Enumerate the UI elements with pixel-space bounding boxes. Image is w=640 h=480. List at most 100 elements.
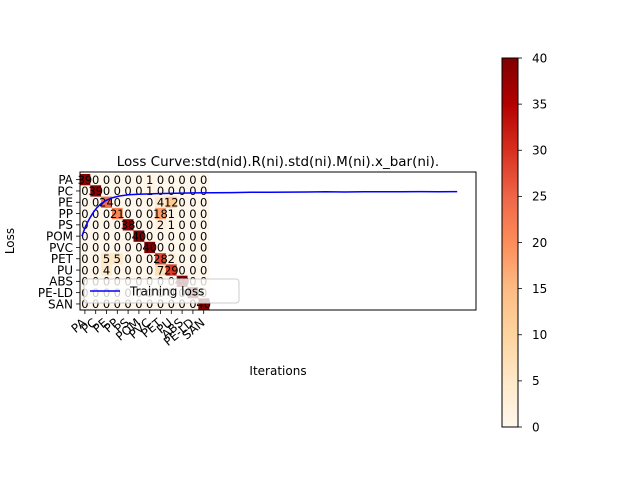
heatmap-cell [101,241,113,254]
heatmap-cell [122,253,134,265]
heatmap-cell [144,298,156,310]
heatmap-cell-value: 0 [92,263,99,277]
colorbar-tick-label: 0 [532,420,540,434]
heatmap-cell [144,185,156,197]
heatmap-cell-value: 0 [124,263,131,277]
heatmap-cell [198,264,210,276]
heatmap-cell-value: 5 [114,252,121,266]
heatmap-cell-value: 0 [189,207,196,221]
heatmap-cell [155,207,167,220]
legend-label-training-loss: Training loss [129,285,204,299]
heatmap-cell-value: 0 [189,229,196,243]
heatmap-cell-value: 0 [81,241,88,255]
heatmap-cell-value: 0 [135,252,142,266]
heatmap-cell [187,264,199,276]
heatmap-cell-value: 0 [189,218,196,232]
y-tick-label: PC [57,184,73,198]
heatmap-cell [187,241,199,254]
heatmap-cell-value: 0 [178,218,185,232]
y-tick-label: PE [58,196,73,210]
heatmap-cell-value: 0 [103,241,110,255]
heatmap-cell [176,185,188,197]
heatmap-cell [122,196,134,209]
heatmap-cell-value: 0 [135,173,142,187]
heatmap-cell [155,174,167,186]
heatmap-cell [176,264,188,276]
heatmap-cell-value: 0 [124,195,131,209]
heatmap-cell [90,253,102,265]
heatmap-cell [133,253,145,265]
heatmap-cell [198,298,210,310]
heatmap-cell [133,298,145,310]
y-tick-label: PU [57,263,73,277]
heatmap-cell-value: 0 [157,229,164,243]
heatmap-cell-value: 0 [92,241,99,255]
heatmap-cell [133,219,145,231]
heatmap-cell-value: 0 [81,263,88,277]
heatmap-cell-value: 0 [168,229,175,243]
heatmap-cell-value: 0 [114,218,121,232]
heatmap-cell [111,264,123,276]
heatmap-cell [111,185,123,197]
colorbar-tick-label: 35 [532,97,547,111]
heatmap-cell-value: 0 [146,263,153,277]
heatmap-cell [101,196,113,209]
heatmap-cell [155,253,167,265]
heatmap-cell [101,174,113,186]
heatmap-cell-value: 29 [164,263,179,277]
heatmap-cell [79,196,91,209]
heatmap-cell-value: 0 [135,207,142,221]
heatmap-cell-value: 0 [146,252,153,266]
heatmap-cell [79,219,91,231]
heatmap-cell-value: 0 [92,195,99,209]
heatmap-cell-value: 0 [81,297,88,311]
heatmap-cell-value: 39 [78,173,93,187]
heatmap-cell [79,253,91,265]
heatmap-cell [79,174,91,186]
heatmap-cell [101,298,113,310]
heatmap-cell [144,241,156,254]
heatmap-cell-value: 0 [81,184,88,198]
heatmap-cell [133,185,145,197]
heatmap-cell-value: 0 [124,241,131,255]
heatmap-cell-value: 0 [146,229,153,243]
heatmap-cell [144,219,156,231]
heatmap-cell [187,185,199,197]
heatmap-cell [90,298,102,310]
heatmap-cell-value: 0 [157,241,164,255]
heatmap-cell [198,219,210,231]
heatmap-cell-value: 39 [88,184,103,198]
heatmap-cell-value: 0 [124,207,131,221]
heatmap-cell-value: 0 [178,297,185,311]
x-axis-label: Iterations [249,364,306,378]
heatmap-cell-value: 0 [189,195,196,209]
heatmap-cell-value: 0 [114,241,121,255]
heatmap-cell-value: 0 [189,173,196,187]
heatmap-cell [133,174,145,186]
heatmap-cell [101,253,113,265]
heatmap-cell [176,174,188,186]
heatmap-cell [155,264,167,276]
y-tick-label: PS [58,218,73,232]
heatmap-cell-value: 0 [114,229,121,243]
heatmap-cell [122,219,134,231]
heatmap-cell-value: 0 [200,207,207,221]
heatmap-cell [187,196,199,209]
heatmap-cell-value: 0 [168,241,175,255]
heatmap-cell [111,207,123,220]
heatmap-cell-value: 0 [146,207,153,221]
heatmap-cell [176,219,188,231]
y-tick-label: PE-LD [38,286,73,300]
heatmap-cell [90,174,102,186]
heatmap-cell-value: 0 [114,184,121,198]
heatmap-cell-value: 0 [178,195,185,209]
heatmap-cell [90,241,102,254]
heatmap-cell-value: 0 [81,252,88,266]
heatmap-cell [176,298,188,310]
heatmap-cell-value: 0 [157,173,164,187]
heatmap-cell [90,264,102,276]
colorbar-ticks: 0 5 10 15 20 25 30 35 40 [518,51,547,434]
heatmap-cell [198,253,210,265]
heatmap-cell-value: 0 [189,297,196,311]
heatmap-cell [122,298,134,310]
